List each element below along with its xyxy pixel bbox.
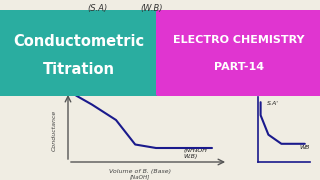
Text: Volume of B. (Base): Volume of B. (Base) (109, 168, 171, 174)
Text: ELECTRO CHEMISTRY: ELECTRO CHEMISTRY (173, 35, 305, 45)
Text: (W.B): (W.B) (141, 3, 163, 12)
FancyBboxPatch shape (0, 10, 160, 96)
Text: [NaOH]: [NaOH] (130, 174, 150, 179)
Text: S.A': S.A' (268, 101, 279, 106)
Text: Titration: Titration (43, 62, 115, 76)
Text: (S.A): (S.A) (87, 3, 107, 12)
FancyBboxPatch shape (156, 10, 320, 96)
Text: WB: WB (300, 145, 310, 150)
Text: Conductance: Conductance (52, 110, 57, 151)
Text: (NH₄OH
W.B): (NH₄OH W.B) (183, 148, 207, 159)
Text: PART-14: PART-14 (214, 62, 264, 72)
Text: Conductometric: Conductometric (13, 33, 145, 48)
